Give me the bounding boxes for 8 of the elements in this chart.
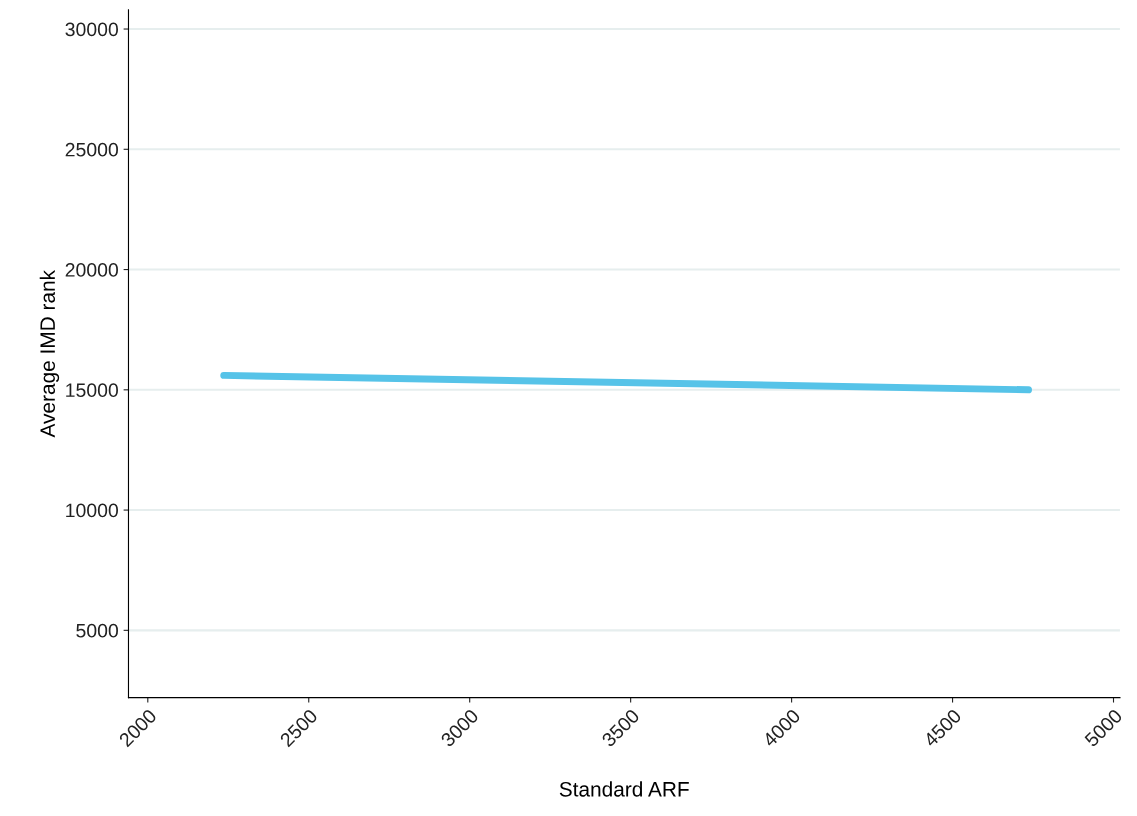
y-tick-label: 5000 <box>76 623 118 638</box>
y-axis-title: Average IMD rank <box>39 269 60 438</box>
x-axis-title: Standard ARF <box>559 781 689 797</box>
y-tick-label: 30000 <box>65 22 118 37</box>
y-tick-label: 20000 <box>65 263 118 277</box>
y-tick-label: 15000 <box>66 383 118 398</box>
y-tick-label: 10000 <box>66 503 118 518</box>
y-tick-label: 25000 <box>65 142 118 157</box>
